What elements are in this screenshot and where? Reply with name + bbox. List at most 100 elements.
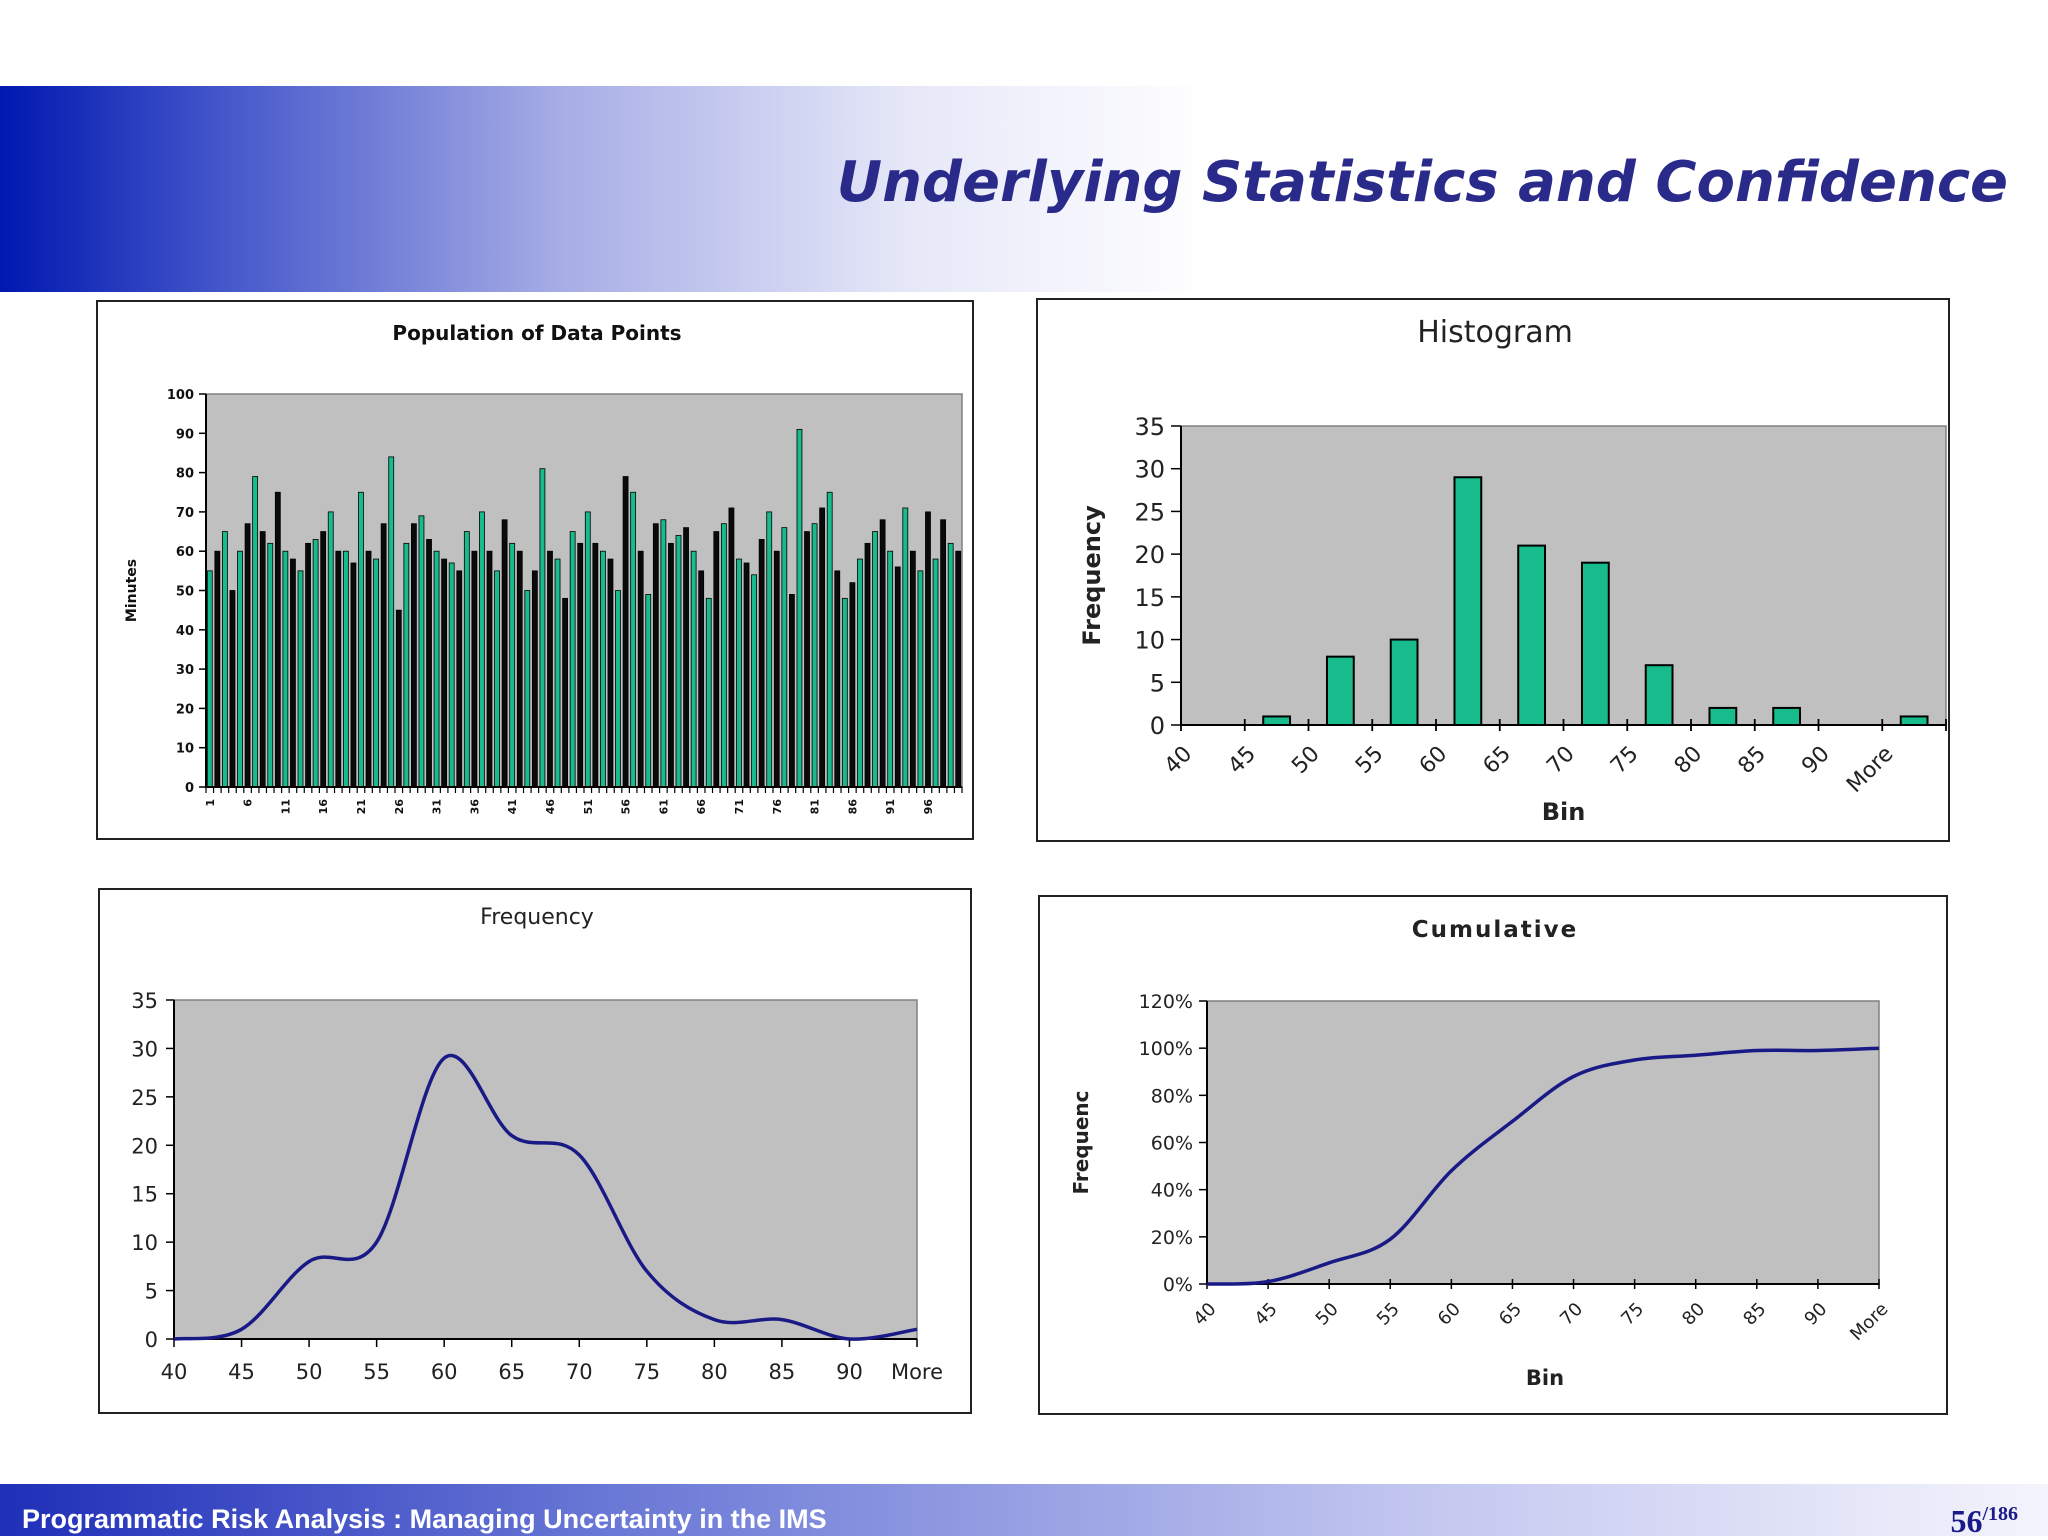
x-tick-label: 75 [633, 1360, 660, 1384]
x-tick-label: 40 [1160, 742, 1197, 779]
x-tick-label: 85 [1739, 1299, 1770, 1330]
bar [411, 523, 417, 788]
bar [418, 515, 425, 788]
x-tick-label: 90 [1797, 742, 1834, 779]
bar [887, 550, 894, 788]
y-axis-title: Minutes [124, 559, 140, 622]
bar [1325, 655, 1355, 726]
bar [834, 570, 841, 788]
bar [826, 491, 833, 788]
x-tick-label: 65 [1479, 742, 1516, 779]
bar [1262, 715, 1292, 727]
bar [637, 550, 644, 788]
bar [350, 562, 357, 788]
bar [509, 542, 516, 788]
x-tick-label: 60 [1434, 1299, 1465, 1330]
bar [652, 523, 659, 788]
bar [1453, 476, 1483, 726]
x-tick-label: 70 [1542, 742, 1579, 779]
bar [274, 491, 281, 788]
y-tick-label: 0 [185, 781, 194, 796]
y-tick-label: 60 [176, 545, 194, 560]
x-tick-label: 6 [242, 799, 255, 807]
bar [713, 531, 720, 788]
bar [395, 609, 402, 788]
y-tick-label: 25 [1134, 498, 1165, 526]
x-tick-label: 45 [1251, 1299, 1282, 1330]
bar [720, 523, 727, 788]
bar [282, 550, 289, 788]
y-tick-label: 25 [131, 1086, 158, 1110]
bar [577, 542, 584, 788]
y-tick-label: 30 [1134, 456, 1165, 484]
y-tick-label: 15 [131, 1183, 158, 1207]
series-line [173, 1053, 918, 1341]
bar [622, 476, 629, 788]
x-tick-label: 85 [1734, 742, 1771, 779]
bar [358, 491, 364, 788]
bar [441, 558, 448, 788]
bar [1389, 638, 1419, 727]
y-tick-label: 20% [1151, 1227, 1193, 1249]
population-chart-svg: Population of Data Points 0 10 20 30 40 50 60 70… [124, 321, 963, 815]
bar [932, 558, 939, 788]
bar [894, 566, 901, 788]
bar [335, 550, 342, 788]
bar [1644, 664, 1674, 727]
bar [592, 542, 599, 788]
x-tick-label: More [1842, 742, 1898, 798]
slide-title: Underlying Statistics and Confidence [836, 150, 2008, 215]
x-tick-label: 90 [1800, 1299, 1831, 1330]
frequency-chart: Frequency 0 5 10 15 20 25 30 35 40 45 50 55 60 65 70 75 8… [98, 888, 972, 1414]
y-tick-label: 0% [1163, 1274, 1193, 1296]
x-tick-label: 41 [506, 799, 519, 814]
x-tick-label: 61 [657, 799, 670, 814]
x-tick-label: 60 [431, 1360, 458, 1384]
bar [206, 570, 213, 788]
footer-band [0, 1484, 2048, 1536]
cumulative-chart: Cumulative 0% 20% 40% 60% 80% 100% 120% Frequenc… [1038, 895, 1948, 1415]
x-tick-label: 65 [1495, 1299, 1526, 1330]
y-tick-label: 50 [176, 585, 194, 600]
bar [380, 523, 387, 788]
x-tick-label: 90 [836, 1360, 863, 1384]
bar [214, 550, 221, 788]
y-tick-label: 20 [1134, 541, 1165, 569]
y-tick-label: 15 [1134, 584, 1165, 612]
x-tick-label: 55 [1351, 742, 1388, 779]
x-tick-label: 71 [733, 799, 746, 814]
bar [433, 550, 440, 788]
footer-text: Programmatic Risk Analysis : Managing Un… [22, 1504, 827, 1534]
y-tick-label: 100 [167, 388, 194, 403]
bar [736, 558, 742, 788]
bar [675, 535, 682, 788]
bar [841, 597, 848, 788]
x-tick-label: 65 [498, 1360, 525, 1384]
bar [448, 562, 455, 788]
page-total: 186 [1988, 1503, 2018, 1525]
y-axis-title: Frequency [1078, 505, 1106, 646]
bar [342, 550, 349, 788]
y-tick-label: 80 [176, 467, 194, 482]
bar [365, 550, 372, 788]
bar [562, 597, 568, 788]
y-tick-label: 90 [176, 427, 194, 442]
x-tick-label: 70 [1556, 1299, 1587, 1330]
series-line [1206, 1046, 1880, 1286]
bar [789, 594, 795, 788]
y-tick-label: 0 [145, 1328, 158, 1352]
x-tick-label: 11 [279, 799, 292, 814]
bar [494, 570, 500, 788]
y-tick-label: 35 [131, 989, 158, 1013]
x-tick-label: 96 [922, 799, 935, 815]
chart-title: Histogram [1417, 315, 1573, 350]
y-tick-label: 20 [131, 1134, 158, 1158]
bar [547, 550, 553, 788]
bar [1708, 706, 1738, 726]
x-axis-title: Bin [1526, 1366, 1564, 1390]
bar [804, 531, 810, 788]
bar [463, 531, 470, 788]
y-axis-title: Frequenc [1069, 1090, 1093, 1194]
bar [524, 590, 531, 788]
y-tick-label: 30 [176, 663, 194, 678]
